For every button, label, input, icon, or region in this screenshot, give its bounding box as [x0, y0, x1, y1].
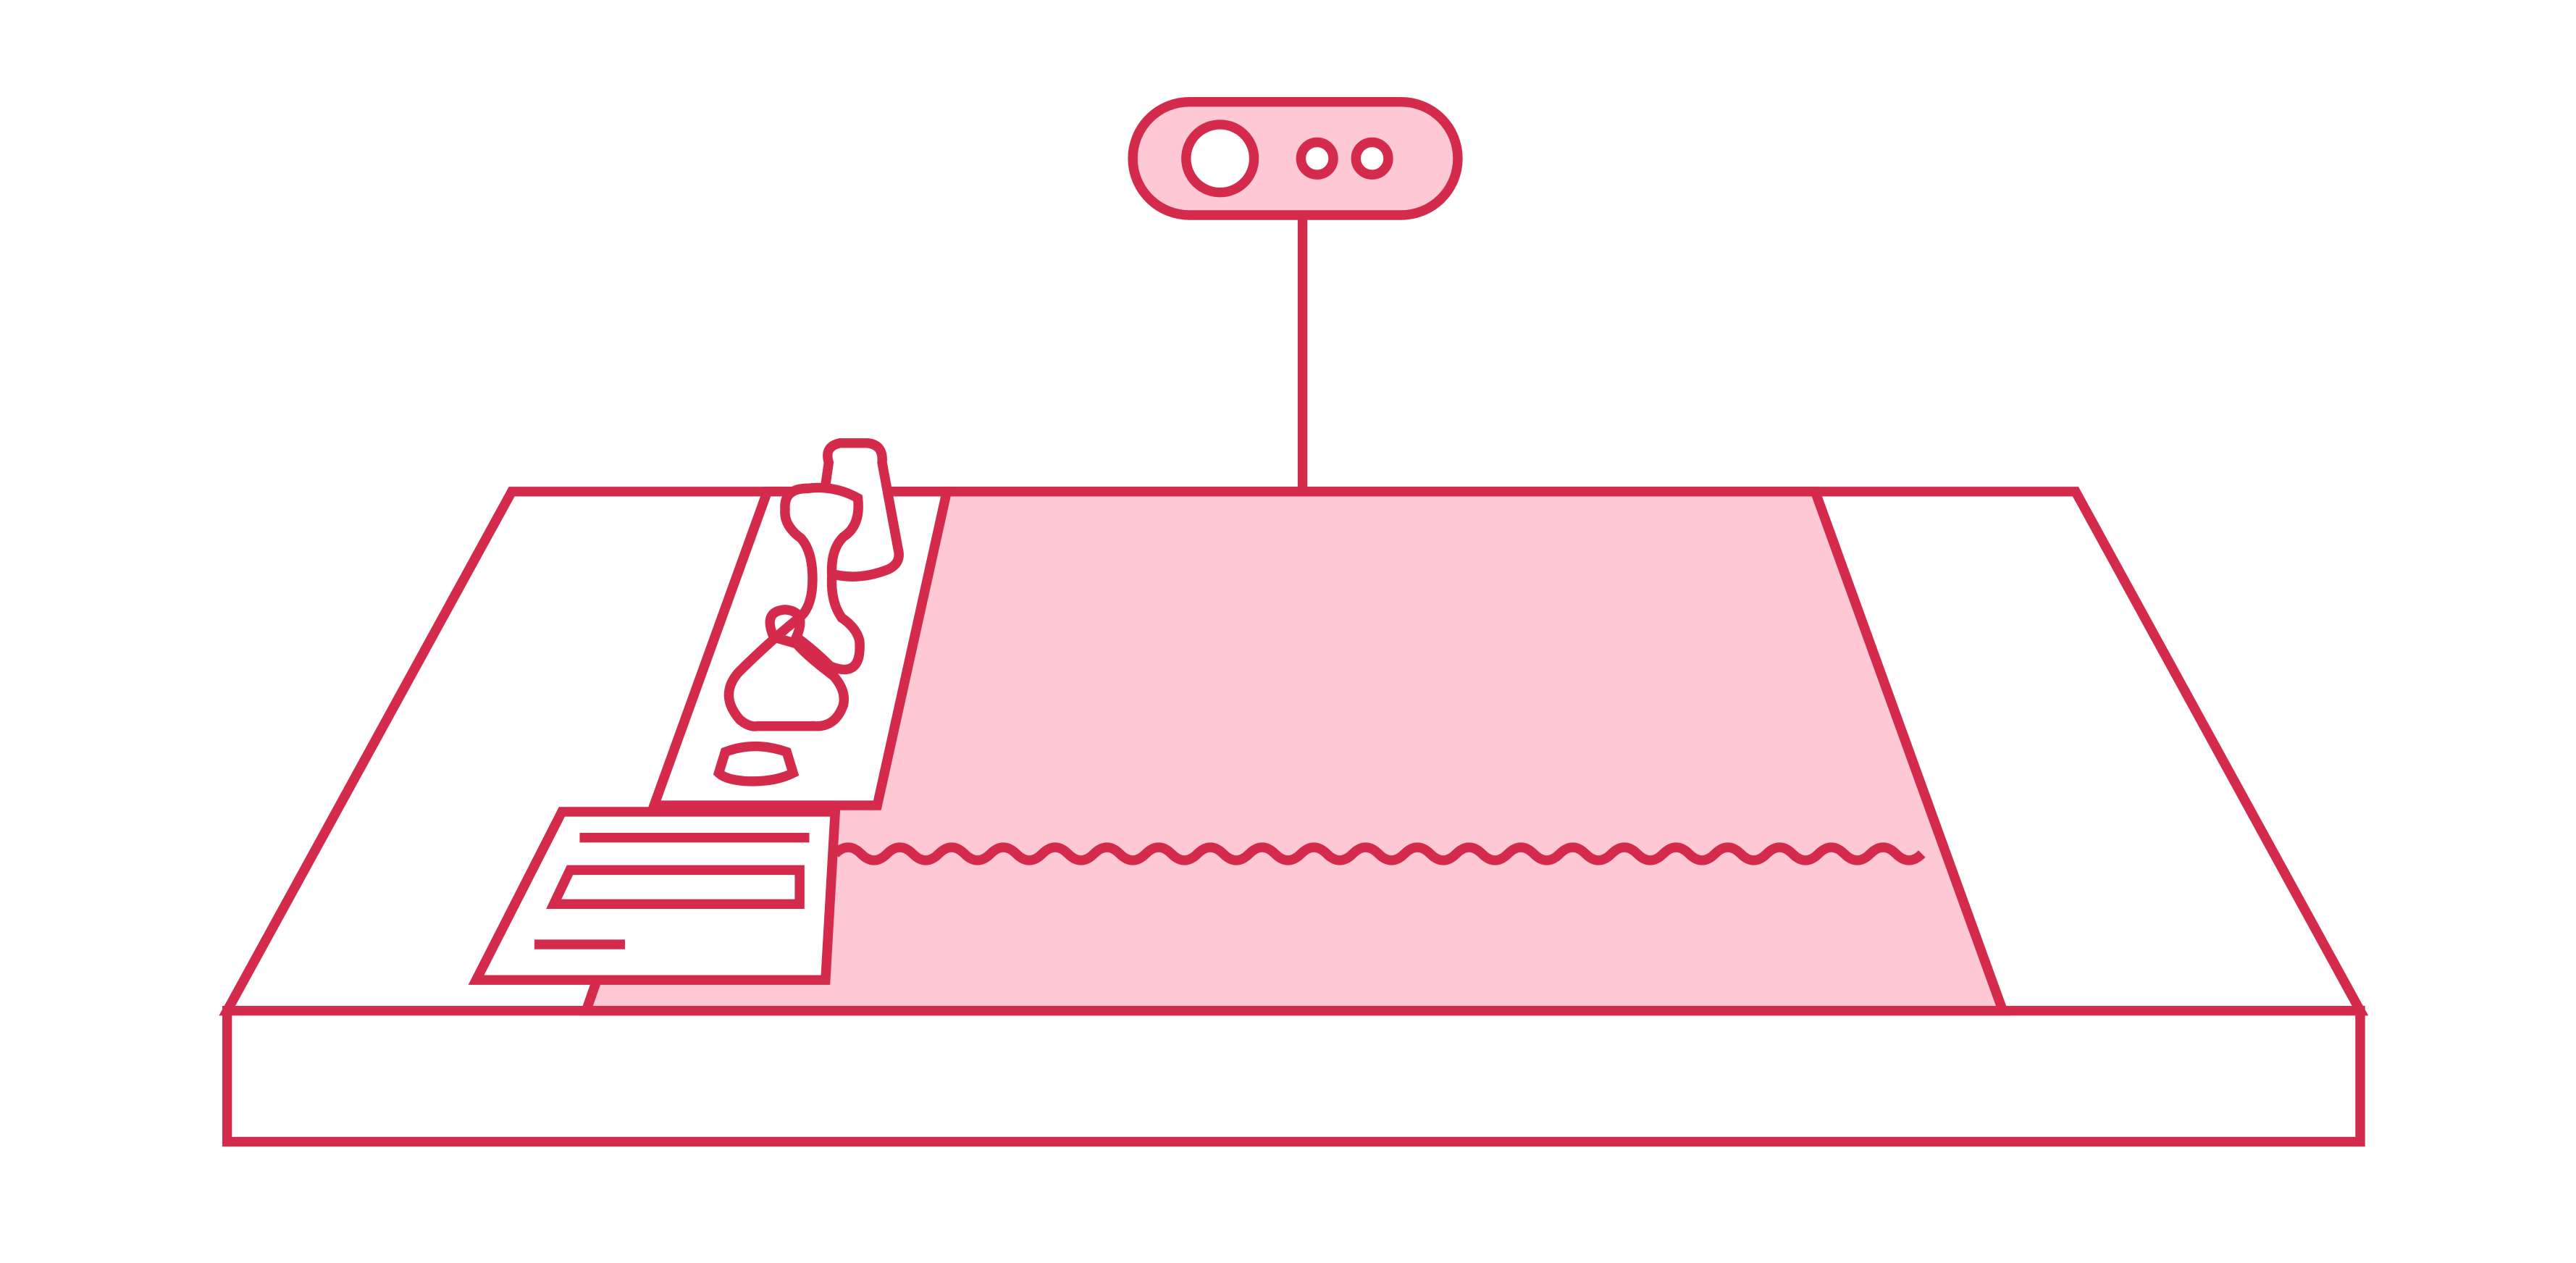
document-input-box [546, 865, 805, 909]
camera-sensor-left [1296, 137, 1338, 180]
camera-main-lens [1181, 119, 1259, 198]
flask-icon [723, 482, 865, 731]
cable [831, 842, 1926, 865]
petri-dish-icon [713, 741, 800, 786]
camera-sensor-right [1351, 137, 1393, 180]
table-front [222, 1005, 2365, 1147]
